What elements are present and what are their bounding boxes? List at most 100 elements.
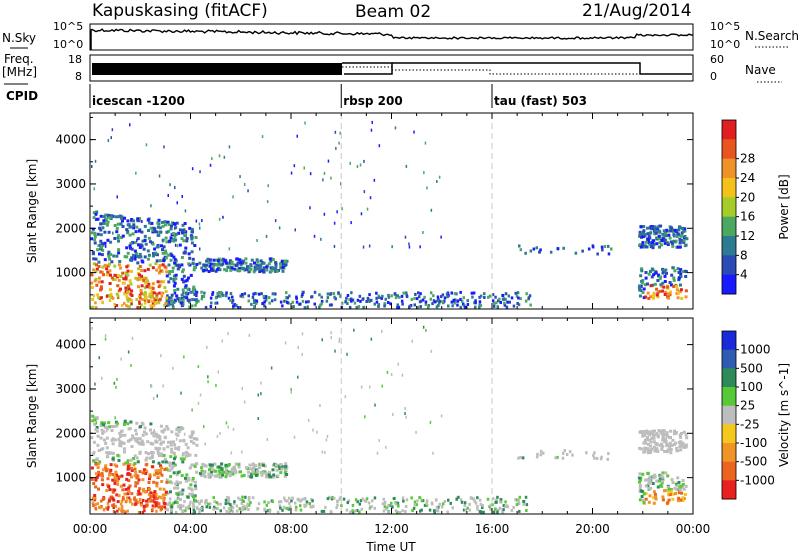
data-cell	[178, 439, 182, 443]
data-cell	[180, 277, 184, 281]
data-cell	[124, 275, 128, 279]
data-cell	[169, 455, 173, 459]
data-cell	[247, 270, 251, 274]
data-cell	[667, 498, 671, 502]
data-cell	[251, 470, 255, 474]
data-cell	[415, 297, 419, 301]
colorbar-tick-label: 28	[740, 152, 755, 166]
data-cell	[184, 442, 188, 446]
data-cell	[91, 496, 95, 500]
data-cell	[255, 292, 258, 296]
data-cell	[649, 231, 653, 235]
data-cell	[312, 428, 314, 432]
data-cell	[271, 258, 275, 261]
data-cell	[207, 270, 211, 273]
data-cell	[669, 429, 673, 433]
data-cell	[432, 294, 435, 298]
data-cell	[459, 305, 462, 309]
data-cell	[669, 451, 673, 455]
data-cell	[413, 303, 416, 307]
data-cell	[151, 287, 155, 290]
data-cell	[121, 219, 124, 223]
data-cell	[363, 499, 367, 503]
data-cell	[120, 506, 124, 510]
data-cell	[159, 452, 163, 456]
data-cell	[375, 300, 379, 304]
data-cell	[240, 501, 243, 505]
data-cell	[350, 299, 353, 303]
data-cell	[640, 235, 644, 239]
data-cell	[267, 184, 269, 188]
data-cell	[117, 234, 121, 238]
data-cell	[111, 278, 115, 281]
data-cell	[389, 302, 392, 306]
data-cell	[156, 221, 160, 225]
data-cell	[404, 407, 406, 410]
data-cell	[120, 474, 124, 478]
data-cell	[126, 229, 130, 233]
data-cell	[239, 175, 241, 179]
data-cell	[492, 510, 496, 514]
data-cell	[151, 504, 155, 508]
data-cell	[156, 449, 160, 453]
data-cell	[539, 453, 543, 457]
data-cell	[126, 459, 130, 463]
data-cell	[365, 300, 368, 303]
data-cell	[663, 274, 667, 278]
data-cell	[284, 469, 288, 473]
data-cell	[163, 286, 167, 290]
data-cell	[139, 442, 143, 446]
data-cell	[283, 471, 287, 475]
data-cell	[175, 437, 178, 441]
data-cell	[99, 214, 103, 218]
data-cell	[92, 211, 96, 215]
data-cell	[265, 503, 268, 507]
cpid-segment-label: tau (fast) 503	[494, 94, 587, 108]
data-cell	[163, 457, 167, 461]
data-cell	[644, 484, 648, 488]
data-cell	[148, 475, 152, 478]
data-cell	[203, 475, 207, 479]
data-cell	[129, 498, 132, 502]
colorbar-tick-label: 8	[740, 248, 748, 262]
data-cell	[114, 504, 118, 508]
data-cell	[297, 375, 299, 379]
data-cell	[652, 239, 656, 243]
data-cell	[123, 492, 127, 496]
data-cell	[106, 455, 110, 459]
data-cell	[299, 508, 303, 512]
data-cell	[169, 183, 171, 187]
data-cell	[324, 505, 327, 509]
data-cell	[109, 273, 112, 277]
data-cell	[325, 299, 329, 303]
data-cell	[99, 288, 102, 292]
data-cell	[110, 276, 114, 280]
data-cell	[241, 261, 245, 265]
colorbar-swatch	[722, 368, 736, 388]
data-cell	[642, 225, 646, 228]
data-cell	[459, 290, 462, 294]
data-cell	[346, 352, 348, 356]
data-cell	[108, 262, 111, 266]
data-cell	[339, 495, 342, 499]
data-cell	[168, 270, 172, 273]
data-cell	[278, 226, 281, 230]
data-cell	[130, 269, 133, 273]
data-cell	[232, 195, 234, 199]
data-cell	[397, 362, 399, 366]
data-cell	[663, 280, 667, 283]
data-cell	[369, 385, 371, 389]
data-cell	[247, 470, 250, 474]
data-cell	[240, 474, 244, 478]
data-cell	[111, 442, 115, 446]
colorbar-frame	[721, 330, 737, 500]
data-cell	[638, 498, 642, 502]
data-cell	[671, 481, 675, 484]
data-cell	[200, 297, 204, 301]
data-cell	[148, 473, 152, 477]
data-cell	[217, 370, 220, 374]
data-cell	[126, 467, 130, 471]
data-cell	[258, 292, 261, 296]
data-cell	[331, 496, 334, 499]
data-cell	[92, 257, 96, 261]
